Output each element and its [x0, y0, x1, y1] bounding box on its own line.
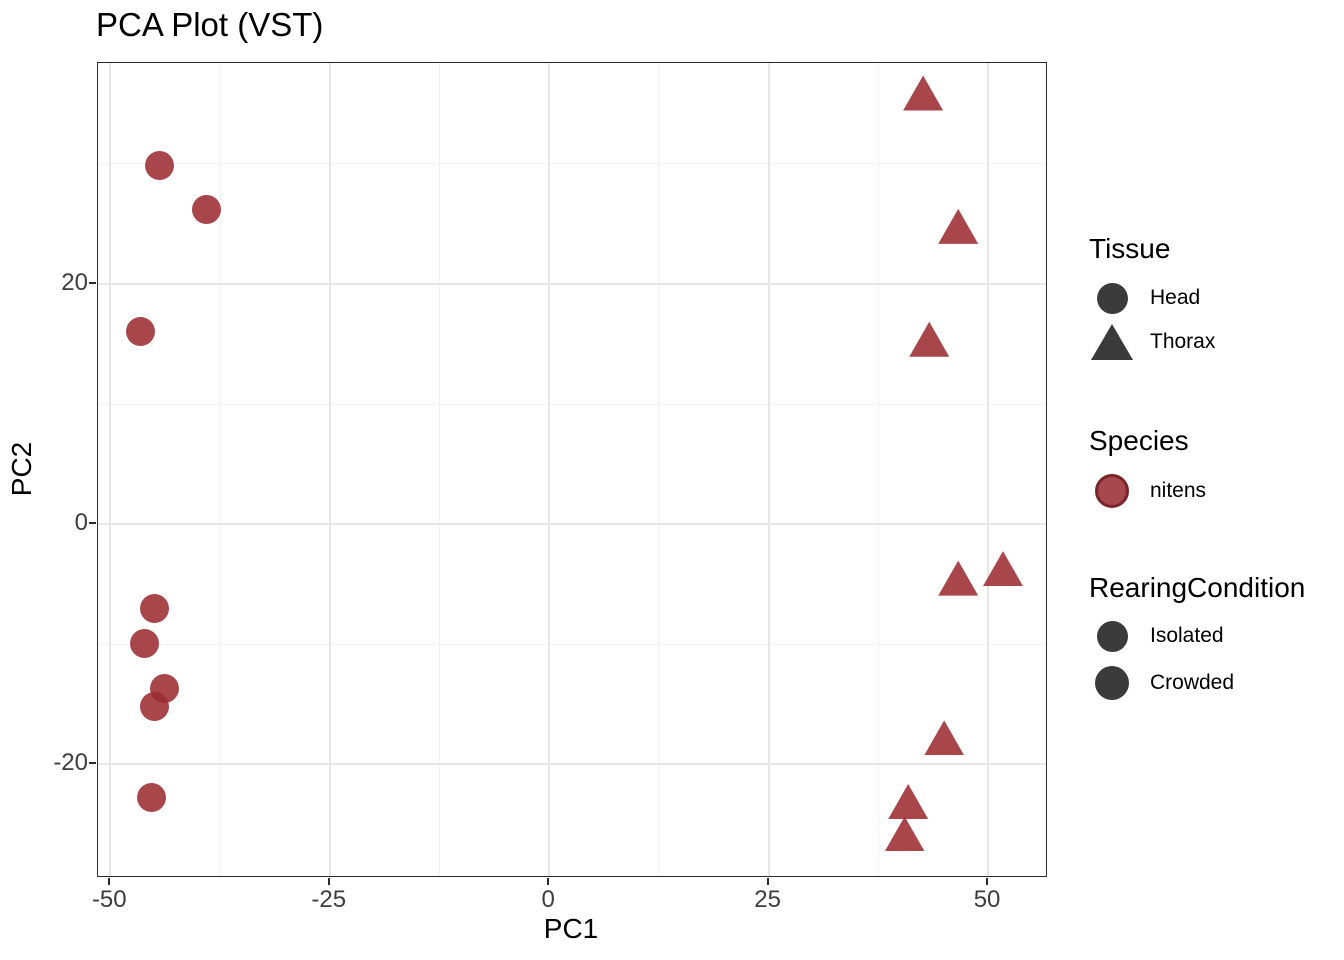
gridline-minor: [658, 63, 660, 876]
data-point-head: [192, 195, 222, 224]
x-tick-label: -25: [311, 886, 347, 913]
x-tick-label: 0: [541, 886, 555, 913]
gridline-minor: [98, 643, 1046, 645]
gridline-major: [548, 63, 551, 876]
gridline-minor: [877, 63, 879, 876]
legend-title-tissue: Tissue: [1089, 233, 1171, 264]
gridline-minor: [438, 63, 440, 876]
data-point-head: [137, 783, 167, 813]
legend-entry-nitens: nitens: [1089, 469, 1206, 513]
gridline-major: [109, 63, 112, 876]
legend-label: Head: [1150, 286, 1201, 309]
y-tick-mark: [89, 281, 96, 284]
data-point-thorax: [888, 784, 929, 820]
gridline-major: [98, 523, 1046, 526]
x-tick-mark: [327, 878, 330, 885]
x-tick-label: 50: [973, 886, 1001, 913]
y-tick-mark: [89, 522, 96, 525]
gridline-minor: [98, 403, 1046, 405]
y-tick-label: 0: [74, 509, 88, 537]
legend-label: Crowded: [1150, 671, 1235, 694]
data-point-thorax: [909, 321, 950, 357]
x-tick-label: 25: [754, 886, 781, 913]
legend-key: [1089, 324, 1135, 360]
plot-panel: [97, 62, 1047, 877]
plot-title: PCA Plot (VST): [96, 6, 324, 43]
circle-marker-icon: [1095, 666, 1129, 700]
circle-marker-icon: [1096, 282, 1128, 314]
x-tick-mark: [766, 878, 769, 885]
circle-marker-icon: [1095, 474, 1129, 508]
data-point-thorax: [938, 208, 979, 244]
circle-marker-icon: [1096, 620, 1128, 652]
x-tick-label: -50: [91, 886, 127, 913]
gridline-major: [987, 63, 990, 876]
data-point-thorax: [924, 720, 965, 756]
x-tick-mark: [986, 878, 989, 885]
data-point-thorax: [884, 816, 925, 852]
legend-label: nitens: [1150, 479, 1207, 502]
gridline-major: [767, 63, 770, 876]
gridline-major: [328, 63, 331, 876]
legend-entry-thorax: Thorax: [1089, 320, 1215, 364]
y-tick-mark: [89, 762, 96, 765]
triangle-marker-icon: [1091, 324, 1133, 360]
gridline-major: [98, 282, 1046, 285]
legend-label: Thorax: [1150, 330, 1216, 353]
data-point-thorax: [938, 560, 979, 596]
legend-entry-head: Head: [1089, 276, 1200, 320]
data-point-head: [139, 593, 169, 623]
legend-label: Isolated: [1150, 624, 1224, 647]
x-axis-title: PC1: [543, 913, 599, 944]
y-tick-label: 20: [61, 268, 88, 296]
gridline-major: [98, 763, 1046, 766]
data-point-head: [130, 628, 160, 658]
gridline-minor: [98, 163, 1046, 165]
legend-key: [1089, 666, 1135, 700]
y-axis-title: PC2: [6, 441, 37, 497]
data-point-thorax: [903, 75, 944, 111]
data-point-head: [139, 692, 169, 722]
gridline-minor: [219, 63, 221, 876]
legend-key: [1089, 282, 1135, 314]
y-tick-label: -20: [53, 749, 88, 777]
legend-title-species: Species: [1089, 425, 1189, 456]
legend-title-rearingcondition: RearingCondition: [1089, 572, 1306, 603]
x-tick-mark: [108, 878, 111, 885]
legend-key: [1089, 474, 1135, 508]
data-point-head: [125, 317, 155, 347]
legend-key: [1089, 620, 1135, 652]
legend-entry-crowded: Crowded: [1089, 661, 1234, 705]
data-point-head: [144, 150, 174, 180]
legend-entry-isolated: Isolated: [1089, 614, 1224, 658]
x-tick-mark: [547, 878, 550, 885]
